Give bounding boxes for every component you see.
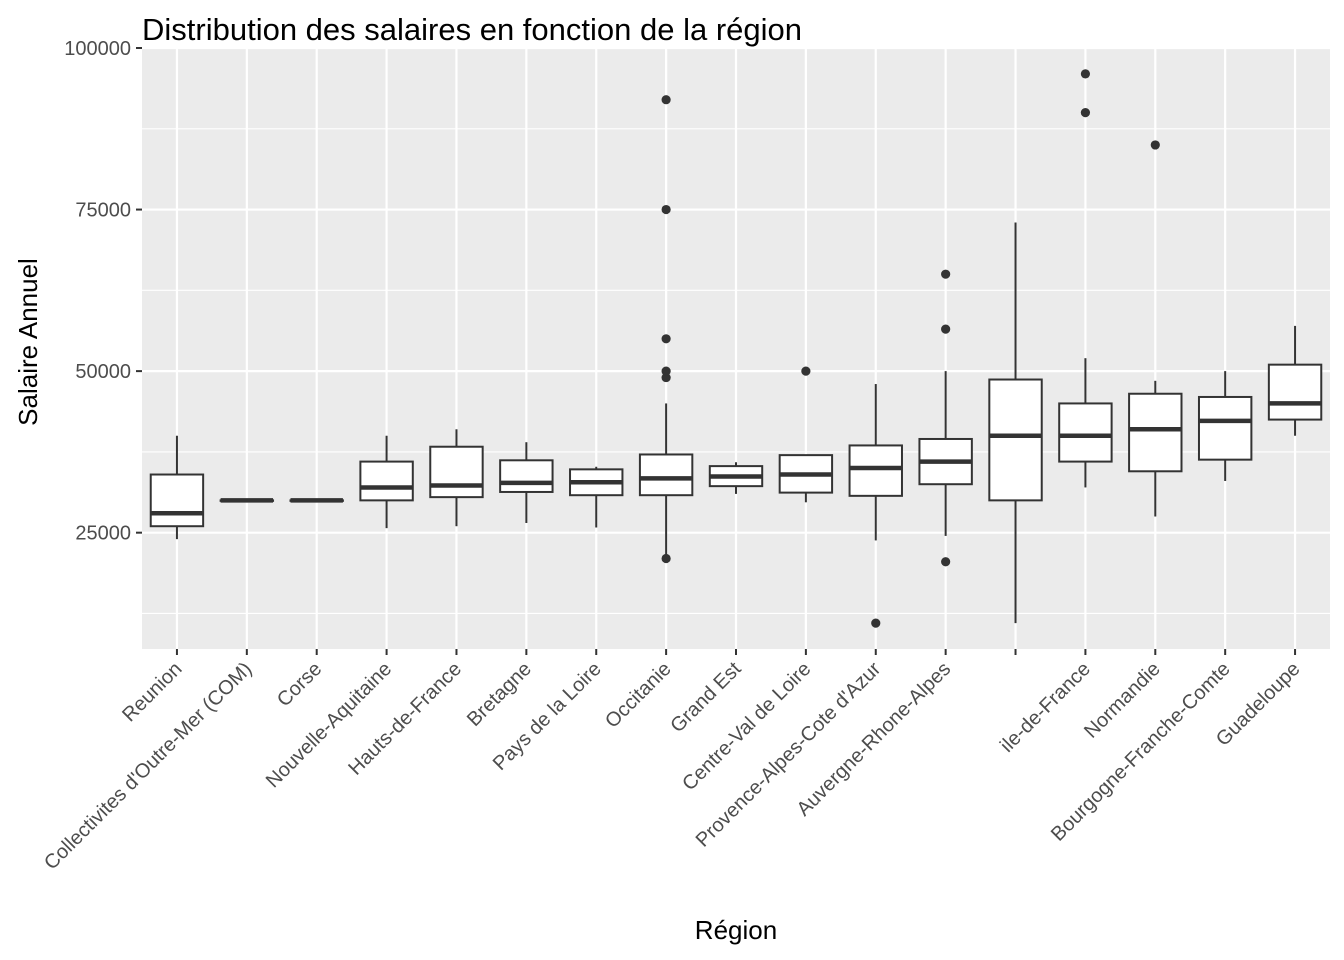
box-group [988, 222, 1043, 624]
box-iqr [149, 473, 205, 528]
outlier-point [941, 269, 951, 279]
y-tick-label: 100000 [64, 38, 131, 60]
box-group [848, 384, 903, 628]
box-group [499, 442, 554, 523]
x-axis-title: Région [695, 915, 777, 945]
box-iqr [1267, 363, 1323, 421]
x-tick-label: Occitanie [601, 658, 676, 733]
x-tick-label: Reunion [118, 658, 186, 726]
outlier-point [1080, 69, 1091, 79]
box-iqr [988, 378, 1043, 502]
box-iqr [848, 444, 903, 497]
box-group [149, 435, 205, 540]
box-iqr [429, 445, 484, 499]
outlier-point [661, 553, 671, 564]
box-group [918, 269, 973, 567]
outlier-point [661, 334, 671, 344]
box-iqr [1128, 392, 1183, 473]
grid-lines [142, 46, 1330, 649]
outlier-point [1150, 140, 1160, 150]
x-tick-label: Nouvelle-Aquitaine [262, 658, 396, 792]
box-group [1267, 325, 1323, 436]
box-iqr [359, 460, 414, 502]
outlier-point [871, 618, 881, 628]
x-tick-label: ile-de-France [996, 658, 1095, 757]
outlier-point [661, 95, 671, 105]
y-tick-label: 50000 [75, 361, 131, 383]
boxes-layer [149, 69, 1323, 628]
box-group [429, 429, 484, 527]
box-group [1197, 371, 1253, 481]
outlier-point [941, 557, 951, 567]
outlier-point [1080, 108, 1091, 118]
box-group [289, 498, 344, 503]
y-axis: 25000 50000 75000 100000 [64, 38, 142, 545]
chart-title: Distribution des salaires en fonction de… [142, 12, 802, 47]
box-group [219, 498, 275, 503]
box-group [1058, 69, 1113, 488]
box-iqr [638, 453, 694, 497]
box-group [359, 435, 414, 529]
box-iqr [1058, 402, 1113, 463]
box-group [1128, 140, 1183, 517]
y-axis-title: Salaire Annuel [13, 258, 43, 426]
outlier-point [661, 204, 671, 215]
box-group [638, 95, 694, 564]
box-group [569, 466, 624, 528]
x-tick-label: Centre-Val de Loire [678, 658, 815, 795]
y-tick-label: 75000 [75, 200, 131, 222]
outlier-point [661, 372, 671, 383]
box-group [708, 462, 764, 494]
box-group [778, 366, 834, 503]
outlier-point [661, 366, 671, 376]
x-tick-label: Bretagne [463, 658, 536, 731]
outlier-point [801, 366, 811, 376]
x-tick-label: Corse [273, 658, 326, 711]
box-iqr [1197, 395, 1253, 461]
y-tick-label: 25000 [75, 523, 131, 545]
box-iqr [499, 459, 554, 493]
outlier-point [941, 324, 951, 334]
